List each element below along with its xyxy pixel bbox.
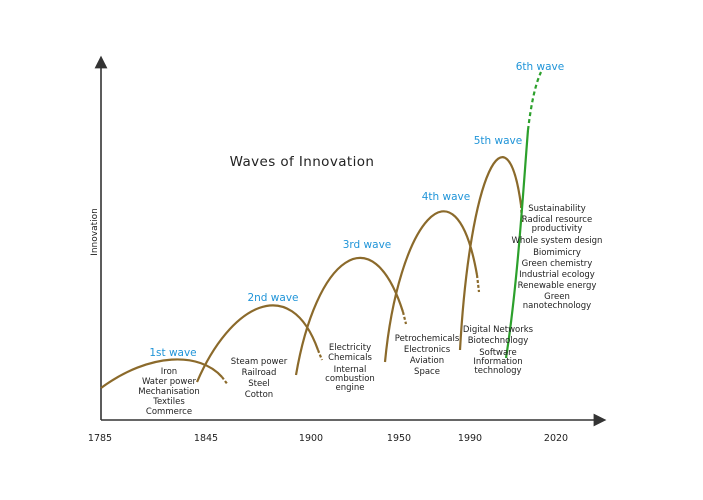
wave-3-item: Chemicals	[328, 353, 372, 363]
x-tick-label: 1950	[387, 433, 411, 444]
wave-5-item: technology	[474, 366, 521, 376]
diagram-title: Waves of Innovation	[230, 154, 375, 170]
x-tick-label: 1845	[194, 433, 218, 444]
wave-6-item: Whole system design	[512, 236, 603, 246]
wave-curve-2-tail	[316, 349, 324, 361]
wave-1-item: Mechanisation	[138, 387, 200, 397]
wave-2-item: Railroad	[242, 368, 277, 378]
wave-5-item: Information	[473, 357, 522, 367]
wave-curve-3	[294, 256, 405, 376]
wave-6-item: Biomimicry	[533, 248, 581, 258]
wave-5-item: Biotechnology	[468, 336, 529, 346]
wave-3-item: combustion	[325, 374, 375, 384]
wave-curve-4	[383, 210, 479, 363]
wave-6-item: Renewable energy	[518, 281, 597, 291]
wave-4-item: Space	[414, 367, 440, 377]
wave-curve-2	[195, 304, 320, 383]
wave-4-item: Petrochemicals	[395, 334, 460, 344]
wave-6-item: nanotechnology	[523, 301, 591, 311]
x-tick-label: 1990	[458, 433, 482, 444]
wave-label-1: 1st wave	[149, 347, 196, 359]
wave-1-item: Commerce	[146, 407, 192, 417]
wave-5-item: Software	[479, 348, 516, 358]
wave-6-item: Industrial ecology	[519, 270, 595, 280]
wave-curve-4-tail	[475, 274, 481, 293]
wave-2-item: Cotton	[245, 390, 273, 400]
wave-6-item: Green chemistry	[522, 259, 593, 269]
wave-label-5: 5th wave	[474, 135, 523, 147]
wave-4-item: Electronics	[404, 345, 451, 355]
wave-3-item: Internal	[334, 365, 367, 375]
wave-curve-5	[458, 156, 523, 351]
wave-6-item: productivity	[532, 224, 583, 234]
wave-label-3: 3rd wave	[343, 239, 392, 251]
x-tick-label: 1900	[299, 433, 323, 444]
x-tick-label: 1785	[88, 433, 112, 444]
wave-label-6: 6th wave	[516, 61, 565, 73]
wave-1-item: Textiles	[152, 397, 185, 407]
wave-1-item: Water power	[142, 377, 197, 387]
wave-2-item: Steel	[248, 379, 270, 389]
x-tick-label: 2020	[544, 433, 568, 444]
wave-6-item: Radical resource	[522, 215, 592, 225]
wave-curve-6-dashed	[526, 71, 542, 131]
wave-5-item: Digital Networks	[463, 325, 534, 335]
wave-label-4: 4th wave	[422, 191, 471, 203]
wave-6-item: Green	[544, 292, 570, 302]
wave-3-item: Electricity	[329, 343, 371, 353]
wave-3-item: engine	[336, 383, 365, 393]
wave-6-item: Sustainability	[528, 204, 586, 214]
wave-curve-3-tail	[401, 311, 408, 325]
wave-curve-1-tail	[221, 376, 229, 386]
wave-curve-1	[100, 358, 223, 389]
wave-curve-6	[504, 129, 530, 359]
y-axis-label: Innovation	[90, 208, 100, 256]
wave-4-item: Aviation	[410, 356, 444, 366]
wave-label-2: 2nd wave	[247, 292, 298, 304]
wave-1-item: Iron	[161, 367, 177, 377]
wave-2-item: Steam power	[231, 357, 288, 367]
